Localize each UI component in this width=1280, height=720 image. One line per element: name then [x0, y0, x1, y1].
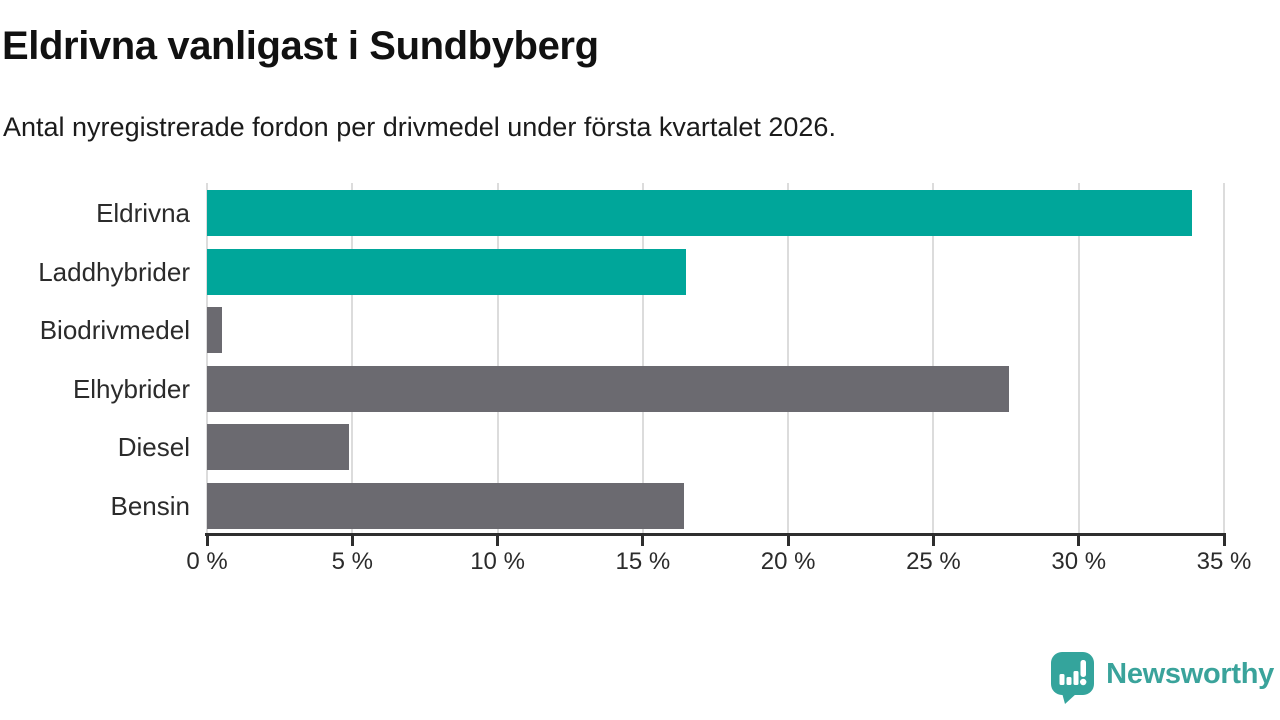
newsworthy-logo: Newsworthy: [1050, 651, 1274, 705]
bar-bensin: [207, 483, 684, 529]
gridline: [1077, 183, 1080, 533]
category-label: Bensin: [110, 491, 191, 521]
x-axis-tick-label: 20 %: [760, 548, 816, 575]
x-axis-tick-label: 30 %: [1051, 548, 1107, 575]
newsworthy-wordmark: Newsworthy: [1106, 657, 1274, 690]
x-axis-tick: [496, 533, 500, 546]
gridline: [496, 183, 499, 533]
gridline: [1223, 183, 1225, 533]
gridline: [787, 183, 790, 533]
chart-subtitle: Antal nyregistrerade fordon per drivmede…: [3, 112, 836, 142]
bar-diesel: [207, 424, 350, 471]
x-axis-line: [205, 533, 1226, 536]
x-axis-tick: [1222, 533, 1226, 546]
category-label: Biodrivmedel: [39, 315, 190, 346]
x-axis-tick: [205, 533, 209, 546]
category-label: Eldrivna: [96, 198, 190, 228]
x-axis-tick-label: 5 %: [331, 548, 373, 575]
gridline: [351, 183, 354, 533]
category-label: Diesel: [117, 432, 190, 463]
x-axis-tick-label: 10 %: [470, 548, 525, 575]
x-axis-tick: [350, 533, 354, 546]
x-axis-tick-label: 0 %: [186, 548, 228, 575]
category-label: Laddhybrider: [38, 256, 190, 287]
newsworthy-bubble-icon: [1051, 652, 1095, 704]
bar-elhybrider: [207, 365, 1009, 412]
x-axis-tick: [931, 533, 935, 546]
bar-biodrivmedel: [207, 307, 222, 354]
bar-laddhybrider: [207, 248, 687, 295]
category-label: Elhybrider: [72, 373, 190, 404]
gridline: [641, 183, 644, 533]
x-axis-tick: [786, 533, 790, 546]
x-axis-tick-label: 25 %: [906, 548, 961, 575]
gridline: [206, 183, 208, 533]
gridline: [932, 183, 935, 533]
x-axis-tick: [641, 533, 645, 546]
x-axis-tick-label: 35 %: [1196, 548, 1252, 575]
x-axis-tick: [1077, 533, 1081, 546]
x-axis-tick-label: 15 %: [615, 548, 671, 575]
page-title: Eldrivna vanligast i Sundbyberg: [2, 24, 599, 68]
bar-eldrivna: [207, 190, 1193, 236]
